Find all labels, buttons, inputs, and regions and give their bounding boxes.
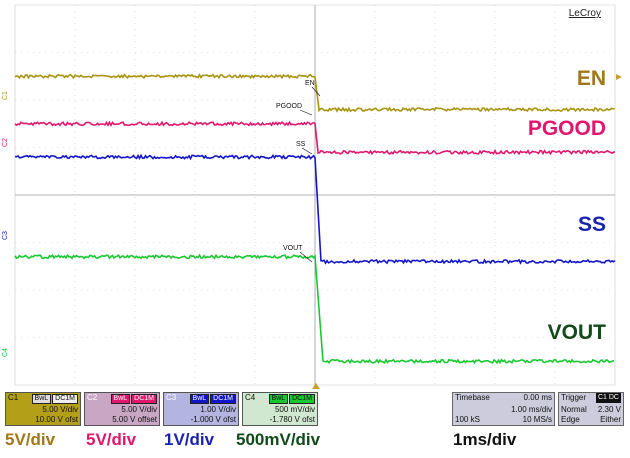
marker-label-pgood: PGOOD xyxy=(276,103,302,110)
trigger-level: 2.30 V xyxy=(597,405,621,414)
timebase-per-div: 1.00 ms/div xyxy=(511,405,552,414)
trigger-type: Edge xyxy=(561,415,580,424)
channel-marker-c3: C3 xyxy=(2,231,9,240)
tag-coupling: DC1M xyxy=(289,394,315,404)
brand-logo: LeCroy xyxy=(569,8,601,19)
tag-coupling: DC1M xyxy=(210,394,236,404)
tag-bwl: BwL xyxy=(31,394,52,404)
marker-leader-ss xyxy=(301,147,313,155)
trace-ss xyxy=(14,153,616,265)
trigger-box[interactable]: Trigger C1 DC Normal 2.30 V Edge Either xyxy=(558,392,624,426)
channel-box-c1[interactable]: C1 BwL DC1M 5.00 V/div 10.00 V ofst xyxy=(5,392,81,426)
marker-leader-en xyxy=(311,86,321,97)
marker-label-vout: VOUT xyxy=(283,245,303,252)
marker-label-en: EN xyxy=(305,80,315,87)
scale-label-vout: 500mV/div xyxy=(236,430,321,449)
channel-scale: 5.00 V/div xyxy=(42,405,78,414)
channel-box-c2[interactable]: C2 BwL DC1M 5.00 V/div 5.00 V offset xyxy=(84,392,160,426)
scale-label-ss: 1V/div xyxy=(164,430,215,449)
channel-marker-c2: C2 xyxy=(2,138,9,147)
waveform-traces xyxy=(14,73,616,365)
oscilloscope-display: LeCroy C1 C2 C3 C4 EN PGOOD SS VOUT EN P… xyxy=(2,4,622,389)
tag-bwl: BwL xyxy=(268,394,289,404)
marker-leader-pgood xyxy=(299,109,313,116)
channel-name: C1 xyxy=(8,393,19,402)
channel-scale: 5.00 V/div xyxy=(121,405,157,414)
timebase-box[interactable]: Timebase 0.00 ms 1.00 ms/div 100 kS 10 M… xyxy=(452,392,555,426)
trigger-slope: Either xyxy=(600,415,621,424)
tag-bwl: BwL xyxy=(110,394,131,404)
channel-scale: 500 mV/div xyxy=(274,405,315,414)
trace-vout xyxy=(14,253,614,365)
scale-label-pgood: 5V/div xyxy=(86,430,137,449)
scale-label-en: 5V/div xyxy=(5,430,56,449)
timebase-label: Timebase xyxy=(455,393,490,402)
channel-box-c4[interactable]: C4 BwL DC1M 500 mV/div -1.780 V ofst xyxy=(242,392,318,426)
graticule xyxy=(14,4,616,386)
waveform-label-ss: SS xyxy=(578,213,606,236)
trace-pgood xyxy=(14,120,616,156)
channel-marker-c4: C4 xyxy=(2,348,9,357)
tag-bwl: BwL xyxy=(189,394,210,404)
trigger-level-icon xyxy=(616,74,622,80)
marker-leader-vout xyxy=(299,251,313,263)
waveform-label-pgood: PGOOD xyxy=(528,117,606,140)
trigger-label: Trigger xyxy=(561,393,587,402)
tag-coupling: DC1M xyxy=(52,394,78,404)
trigger-mode: Normal xyxy=(561,405,587,414)
channel-offset: 5.00 V offset xyxy=(112,415,157,424)
channel-offset: 10.00 V ofst xyxy=(35,415,78,424)
channel-marker-c1: C1 xyxy=(2,91,9,100)
channel-name: C4 xyxy=(245,393,256,402)
waveform-label-en: EN xyxy=(577,67,606,90)
channel-box-c3[interactable]: C3 BwL DC1M 1.00 V/div -1.000 V ofst xyxy=(163,392,239,426)
trace-en xyxy=(14,73,615,113)
channel-offset: -1.780 V ofst xyxy=(269,415,315,424)
channel-name: C2 xyxy=(87,393,98,402)
channel-scale: 1.00 V/div xyxy=(200,405,236,414)
trigger-time-icon xyxy=(312,383,320,389)
trigger-channel: C1 DC xyxy=(595,393,621,403)
waveform-label-vout: VOUT xyxy=(548,321,607,344)
timebase-rate: 10 MS/s xyxy=(522,415,552,424)
scale-label-time: 1ms/div xyxy=(453,430,517,449)
marker-label-ss: SS xyxy=(296,141,306,148)
timebase-samples: 100 kS xyxy=(455,415,480,424)
channel-offset: -1.000 V ofst xyxy=(190,415,236,424)
timebase-delay: 0.00 ms xyxy=(523,393,552,402)
tag-coupling: DC1M xyxy=(131,394,157,404)
channel-name: C3 xyxy=(166,393,177,402)
